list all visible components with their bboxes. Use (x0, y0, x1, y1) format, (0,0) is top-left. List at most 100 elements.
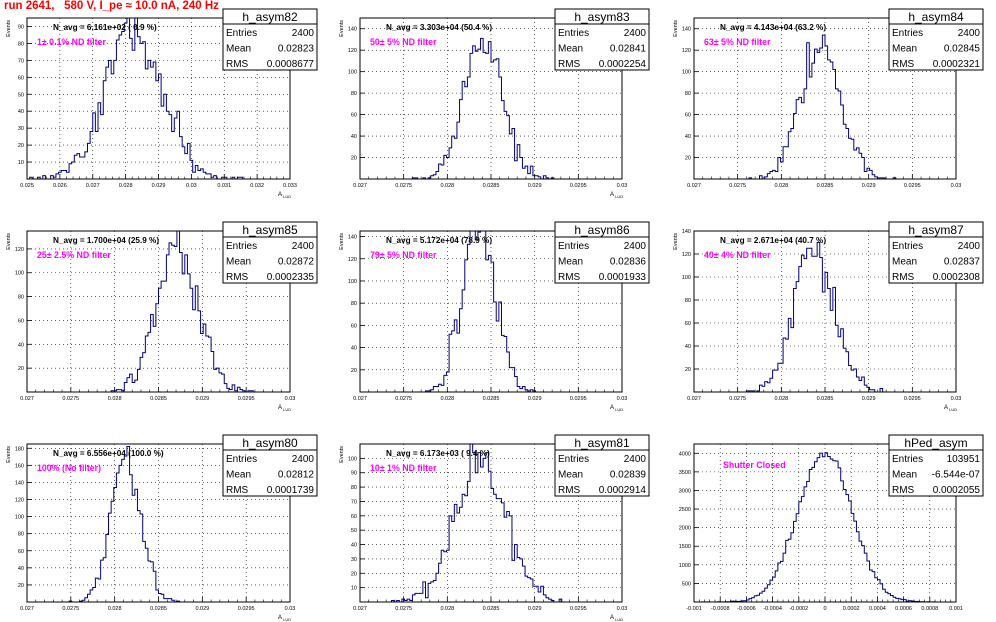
x-tick-label: 0.027 (20, 606, 34, 612)
stats-label: Mean (892, 257, 917, 268)
x-tick-label: 0.0285 (483, 183, 500, 189)
y-tick-label: 140 (348, 27, 357, 33)
x-tick-label: 0.0285 (150, 396, 167, 402)
x-tick-label: 0 (823, 606, 826, 612)
stats-title: hPed_asym (904, 436, 967, 450)
x-tick-label: -0.0002 (789, 606, 808, 612)
stats-label: Entries (226, 28, 257, 39)
y-tick-label: 120 (682, 252, 691, 258)
y-axis-title: Events (673, 233, 679, 250)
x-tick-label: 0.027 (687, 396, 701, 402)
y-tick-label: 20 (18, 583, 24, 589)
x-tick-label: 0.03 (186, 183, 197, 189)
x-tick-label: 0.0275 (729, 396, 746, 402)
y-tick-label: 30 (351, 557, 357, 563)
stats-label: RMS (892, 272, 915, 283)
navg-label: N_avg = 5.172e+04 (78.9 %) (386, 236, 492, 245)
y-tick-label: 3500 (679, 470, 691, 476)
y-tick-label: 50 (18, 92, 24, 98)
filter-label: 50± 5% ND filter (370, 37, 437, 47)
stats-title: h_asym82 (242, 10, 298, 24)
x-tick-label: 0.029 (195, 396, 209, 402)
stats-title: h_asym86 (574, 223, 630, 237)
navg-label: N_avg = 3.303e+04 (50.4 %) (386, 23, 492, 32)
x-tick-label: 0.0006 (895, 606, 912, 612)
y-tick-label: 100 (348, 456, 357, 462)
y-tick-label: 40 (351, 134, 357, 140)
y-tick-label: 80 (351, 91, 357, 97)
x-axis-title: A LUD (278, 615, 291, 622)
stats-box (888, 8, 984, 71)
stats-value: 2400 (292, 241, 315, 252)
stats-label: Entries (226, 454, 257, 465)
x-tick-label: 0.026 (53, 183, 67, 189)
y-tick-label: 1000 (679, 563, 691, 569)
histogram-pad-h_asym87: 0.027 0.0275 0.028 0.0285 0.029 0.0295 0.03 20 4… (673, 221, 984, 412)
stats-label: RMS (892, 59, 915, 70)
filter-label: Shutter Closed (723, 460, 786, 470)
x-tick-label: 0.027 (687, 183, 701, 189)
x-tick-label: 0.027 (353, 606, 367, 612)
x-tick-label: 0.03 (285, 606, 296, 612)
y-tick-label: 140 (15, 480, 24, 486)
stats-value: 2400 (624, 454, 647, 465)
y-tick-label: 100 (15, 271, 24, 277)
y-axis-title: Events (6, 233, 12, 250)
stats-box (554, 8, 650, 71)
stats-label: Entries (558, 28, 589, 39)
y-tick-label: 40 (685, 134, 691, 140)
stats-value: 0.02845 (944, 44, 981, 55)
y-tick-label: 60 (351, 113, 357, 119)
x-tick-label: 0.0295 (904, 396, 921, 402)
x-tick-label: 0.0295 (238, 396, 255, 402)
stats-box (222, 221, 318, 284)
x-axis-title: A LUD (610, 405, 623, 412)
x-tick-label: 0.031 (217, 183, 231, 189)
y-tick-label: 60 (685, 321, 691, 327)
histogram-pad-hPed_asym: -0.001 -0.0008 -0.0006 -0.0004 -0.0002 0 0.000… (679, 434, 984, 612)
stats-value: 2400 (292, 454, 315, 465)
stats-value: 2400 (958, 241, 981, 252)
navg-label: N_avg = 2.671e+04 (40.7 %) (720, 236, 826, 245)
x-tick-label: 0.0275 (395, 396, 412, 402)
y-tick-label: 120 (348, 257, 357, 263)
stats-label: Mean (226, 257, 251, 268)
x-tick-label: 0.03 (617, 396, 628, 402)
run-title: run 2641, 580 V, I_pe ≈ 10.0 nA, 240 Hz (4, 0, 219, 12)
y-tick-label: 20 (685, 367, 691, 373)
y-tick-label: 30 (18, 126, 24, 132)
y-axis-title: Events (6, 20, 12, 37)
x-tick-label: 0.0008 (921, 606, 938, 612)
y-tick-label: 4000 (679, 451, 691, 457)
filter-label: 79± 5% ND filter (370, 250, 437, 260)
y-tick-label: 100 (682, 70, 691, 76)
x-axis-title: A LUD (610, 192, 623, 199)
y-tick-label: 90 (18, 24, 24, 30)
stats-value: 0.02837 (944, 257, 981, 268)
x-tick-label: 0.0275 (62, 396, 79, 402)
x-tick-label: 0.028 (440, 183, 454, 189)
stats-label: RMS (558, 59, 581, 70)
y-tick-label: 180 (15, 446, 24, 452)
y-tick-label: 80 (18, 41, 24, 47)
x-tick-label: -0.0008 (711, 606, 730, 612)
y-tick-label: 120 (348, 48, 357, 54)
stats-label: Entries (892, 28, 923, 39)
stats-label: Mean (558, 470, 583, 481)
x-tick-label: 0.028 (440, 396, 454, 402)
x-tick-label: 0.03 (285, 396, 296, 402)
histogram-pad-h_asym80: 0.027 0.0275 0.028 0.0285 0.029 0.0295 0.03 20 4… (6, 434, 318, 622)
y-tick-label: 120 (15, 498, 24, 504)
stats-title: h_asym87 (908, 223, 964, 237)
x-tick-label: 0.0295 (570, 606, 587, 612)
y-tick-label: 80 (685, 91, 691, 97)
x-tick-label: 0.028 (440, 606, 454, 612)
x-tick-label: 0.029 (862, 183, 876, 189)
x-tick-label: 0.0275 (395, 606, 412, 612)
x-tick-label: 0.0295 (238, 606, 255, 612)
stats-value: 2400 (624, 28, 647, 39)
stats-label: Entries (558, 241, 589, 252)
stats-value: 0.02836 (610, 257, 647, 268)
stats-label: Mean (558, 44, 583, 55)
y-axis-title: Events (673, 20, 679, 37)
